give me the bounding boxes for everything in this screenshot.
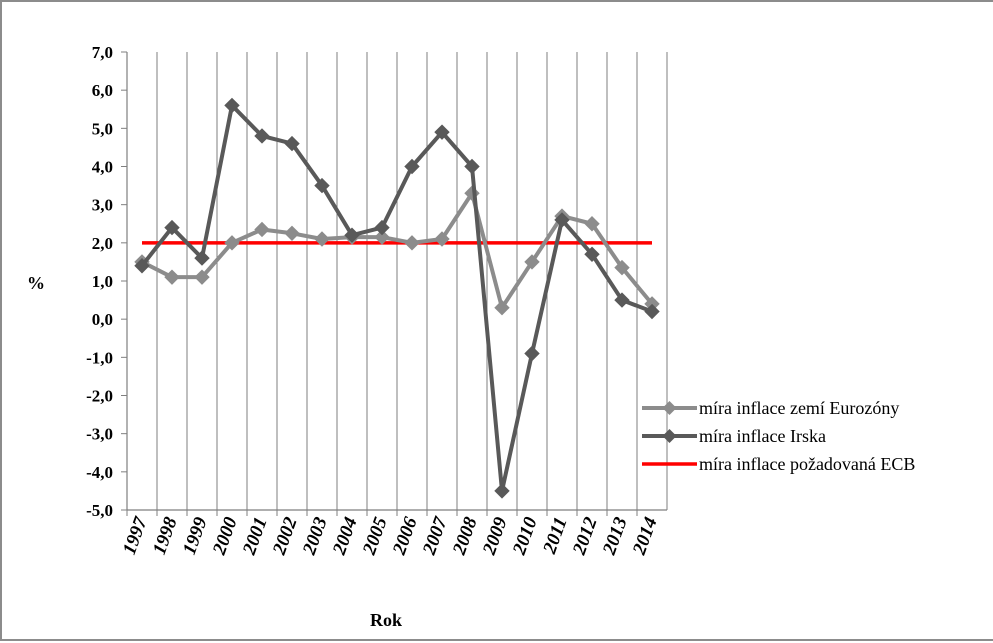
- y-tick-label: -5,0: [86, 501, 113, 520]
- legend-label: míra inflace zemí Eurozóny: [699, 398, 899, 418]
- x-tick-label: 2008: [449, 514, 482, 558]
- data-point-marker: [284, 135, 300, 152]
- x-tick-label: 1997: [119, 513, 152, 557]
- legend-label: míra inflace Irska: [699, 426, 826, 446]
- data-point-marker: [194, 250, 210, 266]
- data-point-marker: [374, 219, 390, 236]
- axis-layer: [121, 51, 667, 516]
- x-tick-label: 2012: [569, 514, 602, 558]
- data-point-marker: [434, 124, 450, 140]
- data-point-marker: [524, 345, 540, 362]
- data-point-marker: [284, 225, 300, 241]
- data-point-marker: [614, 259, 630, 276]
- series-line: [140, 103, 653, 493]
- data-point-marker: [494, 300, 510, 316]
- data-point-marker: [194, 269, 210, 285]
- data-point-marker: [464, 158, 480, 175]
- legend: míra inflace zemí Eurozóny míra inflace I…: [642, 398, 915, 474]
- data-point-marker: [404, 235, 420, 251]
- data-point-marker: [584, 246, 600, 262]
- series-layer: [134, 97, 660, 499]
- y-tick-label: 3,0: [92, 196, 113, 215]
- x-tick-label: 2006: [389, 514, 422, 558]
- data-point-marker: [224, 235, 240, 251]
- y-tick-label: -4,0: [86, 463, 113, 482]
- legend-marker: [662, 401, 677, 415]
- legend-item: míra inflace zemí Eurozóny: [642, 398, 899, 418]
- grid-layer: [126, 52, 668, 510]
- data-point-marker: [494, 483, 510, 499]
- x-tick-label: 2003: [299, 515, 332, 559]
- x-tick-label: 2000: [209, 514, 242, 558]
- y-axis-title: %: [27, 273, 45, 293]
- x-tick-label: 2002: [269, 514, 302, 558]
- data-point-marker: [314, 177, 330, 194]
- data-point-marker: [434, 231, 450, 247]
- data-point-marker: [524, 254, 540, 270]
- y-tick-label: 6,0: [92, 81, 113, 100]
- y-tick-label: 0,0: [92, 310, 113, 329]
- y-tick-label: 7,0: [92, 43, 113, 62]
- data-point-marker: [254, 221, 270, 238]
- data-point-marker: [224, 97, 240, 114]
- y-tick-label: 2,0: [92, 234, 113, 253]
- x-tick-label: 2013: [599, 515, 632, 559]
- data-point-marker: [584, 216, 600, 232]
- y-tick-label: -1,0: [86, 348, 113, 367]
- x-tick-label: 2010: [509, 514, 542, 558]
- label-layer: 7,0 6,0 5,0 4,0 3,0 2,0 1,0 0,0 -1,0 -2,0 -3,0 -4,0…: [86, 43, 662, 558]
- y-tick-label: -3,0: [86, 425, 113, 444]
- data-point-marker: [164, 219, 180, 236]
- x-tick-label: 2009: [479, 514, 512, 558]
- y-tick-label: 5,0: [92, 119, 113, 138]
- data-point-marker: [644, 303, 660, 320]
- x-axis-title: Rok: [370, 610, 402, 630]
- data-point-marker: [614, 292, 630, 308]
- data-point-marker: [344, 227, 360, 243]
- x-tick-label: 2004: [329, 515, 362, 559]
- x-tick-label: 2007: [419, 513, 453, 558]
- data-point-marker: [134, 258, 150, 274]
- legend-item: míra inflace Irska: [642, 426, 826, 446]
- x-tick-label: 2014: [629, 515, 662, 559]
- data-point-marker: [374, 229, 390, 245]
- x-tick-label: 2001: [239, 515, 272, 559]
- y-tick-label: 1,0: [92, 272, 113, 291]
- x-tick-label: 1998: [149, 514, 182, 557]
- series-1: [134, 97, 660, 499]
- data-point-marker: [554, 212, 570, 228]
- data-point-marker: [254, 128, 270, 144]
- x-tick-label: 2011: [539, 515, 572, 558]
- legend-label: míra inflace požadovaná ECB: [699, 454, 915, 474]
- x-tick-label: 2005: [359, 514, 392, 558]
- data-point-marker: [404, 158, 420, 175]
- x-tick-label: 1999: [179, 514, 212, 557]
- legend-marker: [662, 429, 677, 443]
- data-point-marker: [314, 231, 330, 247]
- y-tick-label: -2,0: [86, 387, 113, 406]
- data-point-marker: [164, 269, 180, 285]
- legend-item: míra inflace požadovaná ECB: [642, 454, 915, 474]
- y-tick-label: 4,0: [92, 158, 113, 177]
